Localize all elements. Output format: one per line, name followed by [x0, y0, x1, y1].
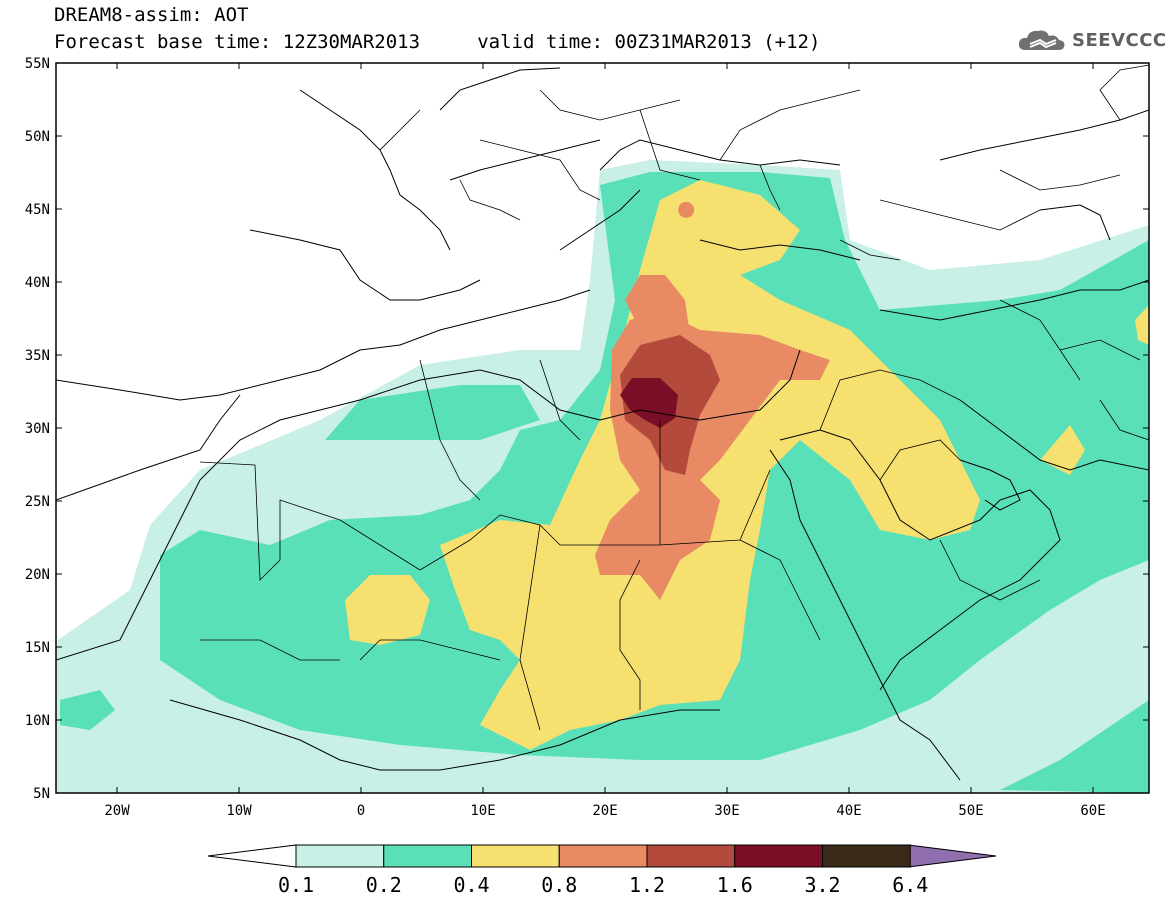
- colorbar-level-label: 3.2: [804, 873, 840, 897]
- colorbar-swatch: [558, 844, 648, 868]
- logo-text: SEEVCCC: [1072, 29, 1165, 51]
- colorbar-level-label: 0.8: [541, 873, 577, 897]
- seevccc-logo: SEEVCCC: [1016, 26, 1165, 54]
- forecast-time-subtitle: Forecast base time: 12Z30MAR2013 valid t…: [54, 31, 821, 53]
- lat-tick-label: 10N: [25, 713, 50, 729]
- lon-tick-label: 10E: [470, 803, 495, 819]
- colorbar-swatch: [822, 844, 911, 868]
- colorbar-lower-arrow: [207, 844, 297, 868]
- longitude-axis: 20W 10W 0 10E 20E 30E 40E 50E 60E: [104, 63, 1106, 819]
- colorbar: 0.1 0.2 0.4 0.8 1.2 1.6 3.2 6.4: [207, 844, 997, 897]
- country-borders: [199, 64, 1149, 731]
- lon-tick-label: 10W: [226, 803, 252, 819]
- cloud-logo-icon: [1018, 30, 1065, 50]
- colorbar-upper-arrow: [907, 844, 997, 868]
- lon-tick-label: 40E: [836, 803, 861, 819]
- aot-contour-0.8-greece: [625, 275, 690, 340]
- aot-contour-0.4-c: [1040, 425, 1085, 475]
- lat-tick-label: 15N: [25, 640, 50, 656]
- lat-tick-label: 25N: [25, 494, 50, 510]
- lat-tick-label: 35N: [25, 348, 50, 364]
- lat-tick-label: 55N: [25, 56, 50, 72]
- lat-tick-label: 5N: [33, 786, 50, 802]
- colorbar-level-label: 1.2: [629, 873, 665, 897]
- lat-tick-label: 30N: [25, 421, 50, 437]
- aot-contour-0.4-d: [1135, 305, 1149, 345]
- lat-tick-label: 20N: [25, 567, 50, 583]
- colorbar-level-label: 0.4: [453, 873, 489, 897]
- aot-field: [56, 63, 1149, 793]
- lat-tick-label: 45N: [25, 202, 50, 218]
- lon-tick-label: 20E: [592, 803, 617, 819]
- coastlines: [56, 67, 1149, 781]
- colorbar-swatch: [383, 844, 472, 868]
- colorbar-swatch: [734, 844, 823, 868]
- latitude-axis: 55N 50N 45N 40N 35N 30N 25N 20N 15N 10N 5N: [25, 56, 1149, 802]
- lon-tick-label: 30E: [714, 803, 739, 819]
- colorbar-level-label: 6.4: [892, 873, 928, 897]
- lat-tick-label: 40N: [25, 275, 50, 291]
- colorbar-swatch: [295, 844, 385, 868]
- colorbar-level-label: 0.2: [366, 873, 402, 897]
- lon-tick-label: 20W: [104, 803, 130, 819]
- colorbar-level-label: 0.1: [278, 873, 314, 897]
- aot-contour-0.2-d: [1000, 700, 1149, 793]
- colorbar-level-label: 1.6: [717, 873, 753, 897]
- colorbar-swatch: [471, 844, 560, 868]
- aot-contour-0.2-c: [60, 690, 115, 730]
- lon-tick-label: 50E: [958, 803, 983, 819]
- lat-tick-label: 50N: [25, 129, 50, 145]
- aot-contour-0.8-spot: [678, 201, 695, 218]
- aot-contour-1.6: [620, 378, 678, 428]
- aot-contour-0.4-b: [345, 575, 430, 645]
- colorbar-swatch: [646, 844, 736, 868]
- map-title: DREAM8-assim: AOT: [54, 4, 249, 26]
- lon-tick-label: 60E: [1080, 803, 1105, 819]
- lon-tick-label: 0: [357, 803, 365, 819]
- aot-contour-0.2-b: [325, 385, 540, 440]
